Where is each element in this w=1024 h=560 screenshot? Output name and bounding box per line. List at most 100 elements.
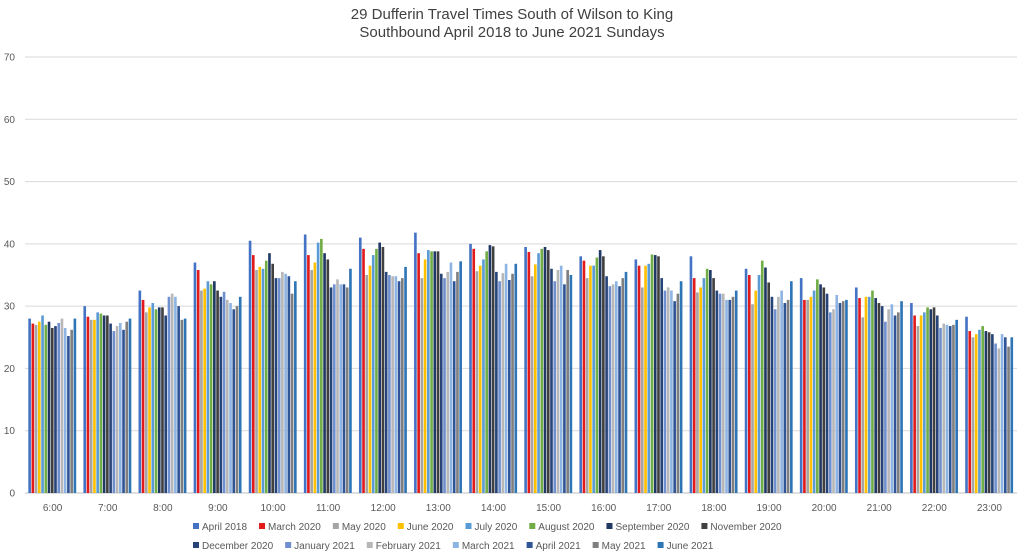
bar — [550, 268, 553, 493]
legend-label: March 2021 — [462, 541, 515, 552]
y-tick-label: 20 — [4, 364, 16, 375]
bar — [816, 279, 819, 493]
legend-swatch — [526, 542, 533, 548]
bar — [106, 315, 109, 493]
series-14 — [70, 270, 1010, 493]
bar — [433, 251, 437, 493]
bar — [605, 276, 608, 493]
legend-item: January 2021 — [285, 541, 355, 552]
bar — [271, 263, 275, 493]
series-12 — [63, 262, 1004, 493]
bar — [641, 287, 644, 493]
bar — [582, 260, 586, 493]
bar — [897, 312, 900, 493]
bar — [841, 301, 845, 493]
bar — [482, 259, 485, 493]
bar — [608, 286, 612, 493]
bar — [67, 336, 70, 493]
bar — [945, 324, 949, 493]
bar — [167, 296, 171, 493]
legend-swatch — [193, 542, 199, 548]
bar — [893, 315, 897, 493]
x-tick-label: 12:00 — [371, 503, 396, 514]
bar — [397, 281, 401, 493]
bar — [507, 279, 511, 493]
bar — [965, 316, 968, 493]
bar — [1003, 337, 1007, 493]
bar — [255, 270, 258, 493]
bar — [524, 246, 527, 493]
bar — [705, 268, 709, 493]
bar — [715, 290, 719, 493]
legend-item: December 2020 — [193, 541, 274, 552]
bar — [349, 268, 352, 493]
bar — [232, 309, 236, 493]
x-tick-label: 6:00 — [43, 503, 63, 514]
bar — [362, 248, 365, 493]
bar — [754, 290, 758, 493]
bar — [861, 317, 865, 493]
bar — [238, 296, 242, 493]
bar — [414, 232, 417, 493]
x-tick-label: 19:00 — [756, 503, 781, 514]
x-tick-label: 14:00 — [481, 503, 506, 514]
y-tick-label: 50 — [4, 177, 16, 188]
bar — [371, 255, 375, 493]
bar — [699, 287, 702, 493]
bar — [718, 293, 722, 493]
legend-swatch — [452, 542, 459, 548]
bar — [887, 309, 890, 493]
bar — [381, 246, 385, 493]
bar — [89, 319, 93, 493]
bar — [955, 319, 958, 493]
bar — [307, 255, 310, 493]
bar — [368, 265, 372, 493]
bar — [702, 278, 706, 493]
bar — [838, 303, 842, 493]
bar — [952, 324, 955, 493]
bar — [417, 253, 420, 493]
x-tick-label: 13:00 — [426, 503, 451, 514]
bar — [161, 307, 164, 493]
legend-item: August 2020 — [529, 522, 595, 533]
bar — [877, 303, 881, 493]
bar — [595, 257, 599, 493]
bar — [602, 256, 605, 493]
bar — [734, 290, 738, 493]
bar — [650, 254, 654, 493]
bar — [721, 293, 725, 493]
bar — [290, 293, 294, 493]
bar — [73, 318, 77, 493]
bar — [157, 307, 161, 493]
bar — [128, 318, 132, 493]
bar — [747, 275, 751, 493]
legend-label: July 2020 — [474, 522, 517, 533]
bar — [744, 268, 748, 493]
legend-label: August 2020 — [538, 522, 595, 533]
bar — [673, 301, 676, 493]
bar — [225, 299, 229, 493]
legend-swatch — [193, 523, 199, 529]
bar — [248, 240, 252, 493]
legend-label: March 2020 — [268, 522, 321, 533]
bar — [498, 281, 501, 493]
bar — [657, 256, 660, 493]
bar — [439, 273, 443, 493]
bar — [501, 273, 505, 493]
bar — [890, 304, 894, 493]
bar — [809, 296, 813, 493]
bar — [443, 278, 446, 493]
bar — [294, 281, 297, 493]
legend-swatch — [397, 523, 404, 529]
legend-item: April 2018 — [193, 522, 247, 533]
bar — [148, 307, 151, 493]
bar — [725, 299, 728, 493]
series-8 — [50, 246, 991, 493]
bar — [692, 278, 696, 493]
bar — [589, 265, 592, 493]
bar — [709, 270, 712, 493]
bar — [384, 271, 388, 493]
legend-swatch — [657, 542, 664, 548]
bar — [420, 278, 424, 493]
